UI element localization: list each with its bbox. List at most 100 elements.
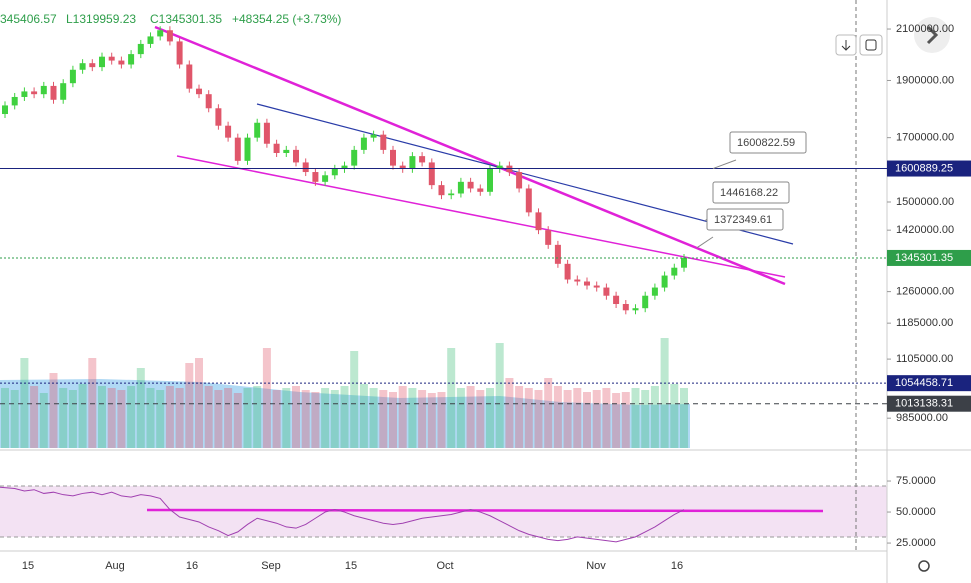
candle <box>31 91 38 95</box>
trend-line <box>154 25 786 286</box>
candle <box>40 85 47 95</box>
ohlc-value: C1345301.35 <box>150 12 222 26</box>
date-label: 16 <box>671 560 683 572</box>
price-tag <box>887 249 971 266</box>
candle <box>535 212 542 231</box>
volume-bar <box>544 378 553 448</box>
volume-bar <box>127 386 136 448</box>
callout-label: 1446168.22 <box>720 187 778 199</box>
candle <box>79 63 86 70</box>
volume-bar <box>583 392 591 448</box>
candle <box>21 91 28 97</box>
volume-bar <box>88 358 97 448</box>
candle <box>360 137 367 150</box>
volume-bar <box>359 384 368 448</box>
volume-bar <box>534 390 543 448</box>
fullscreen-button[interactable] <box>859 34 883 56</box>
candle <box>671 267 678 276</box>
candle <box>147 36 154 44</box>
candle <box>390 149 396 166</box>
y-tick-label: 1260000.00 <box>896 286 954 298</box>
date-label: Sep <box>261 560 281 572</box>
candle <box>312 172 319 182</box>
trend-line <box>256 103 794 245</box>
volume-bar <box>447 348 456 448</box>
volume-bar <box>204 386 213 448</box>
volume-bar <box>612 393 621 448</box>
down-icon <box>841 40 851 51</box>
volume-bar <box>466 386 475 448</box>
volume-bar <box>253 386 262 448</box>
date-label: Aug <box>105 560 125 572</box>
volume-bar <box>282 388 291 448</box>
volume-bar <box>650 386 659 448</box>
volume-bar <box>224 388 233 448</box>
volume-bar <box>476 390 485 448</box>
volume-bar <box>505 378 514 448</box>
price-tag-label: 1054458.71 <box>895 377 953 389</box>
candle <box>186 64 193 89</box>
date-label: 16 <box>186 560 198 572</box>
candle <box>438 185 445 196</box>
volume-ma-area <box>0 379 690 448</box>
rsi-tick-label: 75.0000 <box>896 475 936 487</box>
candle <box>205 94 212 109</box>
candle <box>399 165 406 169</box>
candle <box>263 122 270 144</box>
volume-bar <box>30 386 39 448</box>
candle <box>283 149 290 153</box>
chevron <box>926 25 939 45</box>
settings-icon[interactable] <box>918 560 930 572</box>
volume-bar <box>165 386 174 448</box>
volume-bar <box>98 386 106 448</box>
volume-bar <box>641 390 650 448</box>
date-label: 15 <box>345 560 357 572</box>
volume-bar <box>311 392 320 448</box>
candle <box>341 165 348 169</box>
volume-bar <box>20 358 29 448</box>
candle <box>108 56 115 61</box>
candle <box>50 85 57 100</box>
volume-bar <box>456 388 465 448</box>
volume-bar <box>515 386 524 448</box>
price-tag <box>887 395 971 412</box>
date-label: 15 <box>22 560 34 572</box>
volume-bar <box>350 351 359 448</box>
volume-bar <box>321 388 330 448</box>
y-tick-label: 1420000.00 <box>896 224 954 236</box>
rsi-trend-line <box>146 508 824 513</box>
scroll-right-button[interactable] <box>914 17 950 53</box>
volume-bar <box>292 386 300 448</box>
y-tick-label: 2100000.00 <box>896 23 954 35</box>
volume-bar <box>660 338 669 448</box>
volume-bar <box>39 393 48 448</box>
candle <box>632 308 639 311</box>
rsi-tick-label: 50.0000 <box>896 506 936 518</box>
candle <box>2 105 8 115</box>
volume-bar <box>553 386 562 448</box>
volume-bar <box>185 363 194 448</box>
candle <box>128 54 135 65</box>
volume-bar <box>146 388 155 448</box>
date-label: Nov <box>586 560 606 572</box>
volume-bar <box>573 388 582 448</box>
callout-pointer <box>696 236 714 249</box>
volume-bar <box>418 390 427 448</box>
candle <box>331 168 338 176</box>
candle <box>99 56 105 68</box>
volume-bar <box>68 390 77 448</box>
candle <box>215 108 222 126</box>
candle <box>545 230 552 245</box>
volume-bar <box>136 368 145 448</box>
callout-box <box>729 131 807 154</box>
candle <box>11 96 18 106</box>
candle <box>254 122 261 138</box>
candle <box>118 60 125 65</box>
volume-bar <box>524 388 533 448</box>
fullscreen-icon <box>865 39 877 51</box>
price-tag-label: 1345301.35 <box>895 252 953 264</box>
volume-bar <box>49 373 58 448</box>
volume-bar <box>214 390 223 448</box>
candle <box>234 137 241 161</box>
candle <box>60 83 67 100</box>
